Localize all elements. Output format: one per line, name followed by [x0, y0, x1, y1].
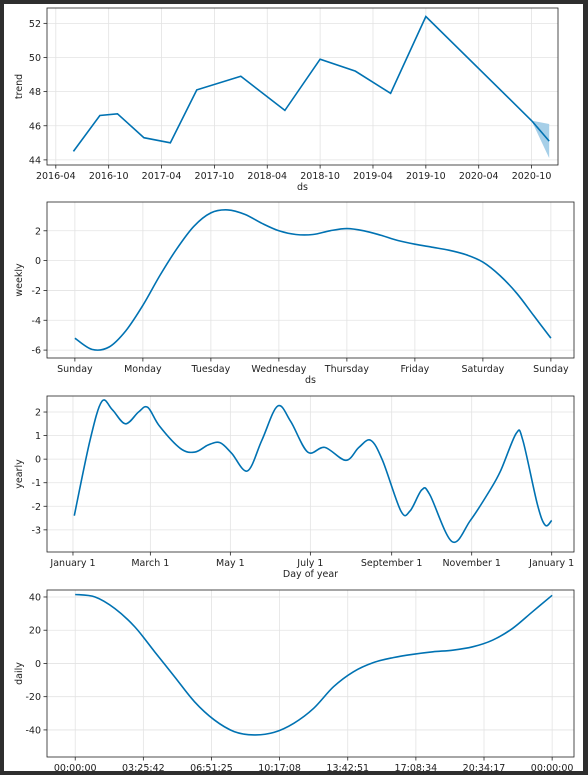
x-tick-label: 2016-04 [36, 171, 76, 182]
x-tick-label: November 1 [442, 558, 500, 569]
y-tick-label: -20 [25, 692, 41, 703]
y-axis-label: daily [14, 662, 25, 685]
x-tick-label: September 1 [361, 558, 423, 569]
uncertainty-band [531, 120, 550, 159]
x-tick-label: March 1 [131, 558, 169, 569]
y-tick-label: 1 [35, 431, 41, 442]
x-tick-label: Sunday [57, 364, 93, 375]
y-tick-label: 44 [29, 155, 41, 166]
panel: 44 46 48 50 52 2016-04 2016-10 2017-04 2017-10 20… [14, 7, 559, 193]
y-tick-label: 0 [35, 659, 41, 670]
x-tick-label: 00:00:00 [531, 763, 574, 774]
y-tick-label: 20 [29, 626, 41, 637]
axes-frame [46, 201, 575, 359]
x-tick-label: 03:25:42 [122, 763, 165, 774]
x-tick-label: 00:00:00 [54, 763, 97, 774]
x-tick-label: May 1 [216, 558, 245, 569]
x-tick-label: 13:42:51 [326, 763, 369, 774]
x-tick-label: 20:34:17 [463, 763, 506, 774]
panel: -6 -4 -2 0 2 Sunday Monday Tuesday Wednesday Thur… [14, 201, 575, 386]
x-tick-label: 10:17:08 [258, 763, 301, 774]
x-tick-label: Friday [400, 364, 429, 375]
axes-frame [46, 589, 575, 758]
x-axis-label: ds [305, 375, 316, 386]
y-axis-label: trend [14, 74, 25, 99]
x-tick-label: 2017-10 [195, 171, 235, 182]
y-tick-label: 0 [35, 256, 41, 267]
y-tick-label: 2 [35, 408, 41, 419]
x-tick-label: Wednesday [251, 364, 306, 375]
series-line [72, 15, 550, 152]
y-tick-label: -40 [25, 725, 41, 736]
y-tick-label: 52 [29, 19, 41, 30]
x-tick-label: July 1 [296, 558, 323, 569]
x-tick-label: Tuesday [191, 364, 231, 375]
y-tick-label: -6 [32, 346, 41, 357]
x-tick-label: 2018-04 [247, 171, 287, 182]
x-axis-label: Day of year [283, 569, 338, 580]
x-tick-label: 17:08:34 [395, 763, 438, 774]
panel: -40 -20 0 20 40 00:00:00 03:25:42 06:51:25 10:17… [14, 589, 575, 775]
series-line [73, 399, 553, 544]
x-tick-label: 06:51:25 [190, 763, 233, 774]
axes-frame [46, 395, 575, 553]
y-tick-label: 2 [35, 226, 41, 237]
x-tick-label: 2019-04 [353, 171, 393, 182]
x-tick-label: Thursday [324, 364, 370, 375]
y-tick-label: 40 [29, 592, 41, 603]
x-tick-label: 2016-10 [89, 171, 129, 182]
x-tick-label: January 1 [49, 558, 95, 569]
x-tick-label: January 1 [528, 558, 574, 569]
y-axis-label: yearly [14, 459, 25, 489]
x-tick-label: 2018-10 [300, 171, 340, 182]
x-tick-label: 2020-04 [459, 171, 499, 182]
y-tick-label: -4 [32, 316, 41, 327]
y-tick-label: -3 [32, 525, 41, 536]
y-tick-label: -2 [32, 502, 41, 513]
y-tick-label: -1 [32, 478, 41, 489]
y-tick-label: 48 [29, 87, 41, 98]
x-tick-label: 2017-04 [142, 171, 182, 182]
x-tick-label: Sunday [533, 364, 569, 375]
x-axis-label: ds [297, 182, 308, 193]
y-axis-label: weekly [14, 263, 25, 297]
series-line [74, 209, 552, 351]
x-tick-label: Saturday [461, 364, 504, 375]
y-tick-label: -2 [32, 286, 41, 297]
y-tick-label: 50 [29, 53, 41, 64]
y-tick-label: 0 [35, 455, 41, 466]
axes-frame [46, 7, 559, 166]
y-tick-label: 46 [29, 121, 41, 132]
panel: -3 -2 -1 0 1 2 January 1 March 1 May 1 July 1 Sept… [14, 395, 575, 580]
x-tick-label: Monday [124, 364, 162, 375]
series-line [75, 593, 553, 736]
x-tick-label: 2020-10 [512, 171, 552, 182]
canvas [4, 4, 583, 771]
x-tick-label: 2019-10 [406, 171, 446, 182]
